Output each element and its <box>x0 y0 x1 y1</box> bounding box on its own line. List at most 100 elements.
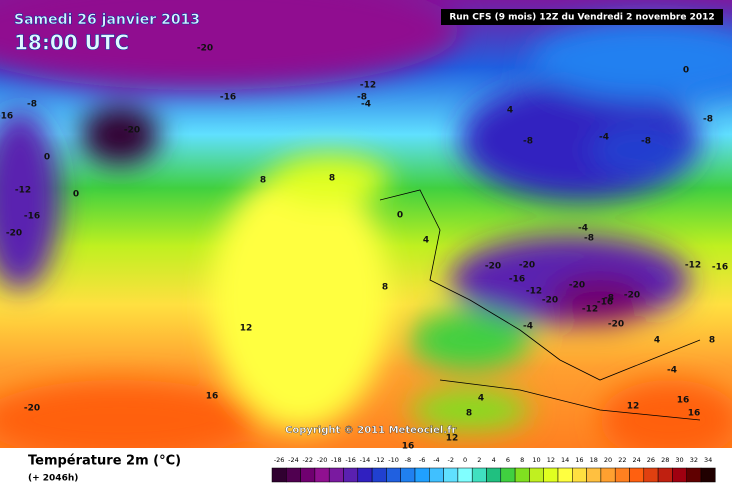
contour-label: -20 <box>124 126 140 136</box>
contour-label: -12 <box>526 287 542 297</box>
contour-label: -8 <box>523 137 533 147</box>
colorbar-swatch <box>557 467 573 483</box>
colorbar-label: -20 <box>317 456 328 464</box>
contour-label: 0 <box>73 190 79 200</box>
colorbar-label: 12 <box>547 456 555 464</box>
colorbar-swatch <box>586 467 602 483</box>
contour-label: 8 <box>260 176 266 186</box>
contour-label: 16 <box>402 442 415 452</box>
colorbar-label: 2 <box>477 456 481 464</box>
contour-label: 0 <box>397 211 403 221</box>
run-info: Run CFS (9 mois) 12Z du Vendredi 2 novem… <box>449 13 714 23</box>
copyright: Copyright © 2011 Meteociel.fr <box>285 425 456 436</box>
colorbar-label: 18 <box>590 456 598 464</box>
map-field <box>0 0 732 448</box>
colorbar-swatch <box>614 467 630 483</box>
contour-label: 4 <box>654 336 660 346</box>
colorbar-swatch <box>443 467 459 483</box>
colorbar-swatch <box>500 467 516 483</box>
contour-label: -8 <box>703 115 713 125</box>
contour-label: 4 <box>507 106 513 116</box>
colorbar-swatch <box>543 467 559 483</box>
contour-label: -12 <box>582 305 598 315</box>
colorbar-label: -4 <box>433 456 439 464</box>
colorbar-swatch <box>572 467 587 483</box>
contour-label: 8 <box>709 336 715 346</box>
colorbar-label: 24 <box>633 456 641 464</box>
colorbar-swatch <box>657 467 673 483</box>
colorbar-label: 16 <box>575 456 583 464</box>
colorbar-swatch <box>672 467 687 483</box>
colorbar-label: 0 <box>463 456 467 464</box>
contour-label: -16 <box>597 298 613 308</box>
contour-label: -12 <box>360 81 376 91</box>
colorbar-label: 26 <box>647 456 655 464</box>
contour-label: 16 <box>206 392 219 402</box>
contour-label: -16 <box>24 212 40 222</box>
contour-label: 4 <box>478 394 484 404</box>
colorbar-swatch <box>529 467 544 483</box>
contour-label: -4 <box>523 322 533 332</box>
colorbar-label: -8 <box>405 456 411 464</box>
contour-label: -12 <box>685 261 701 271</box>
colorbar-label: -16 <box>345 456 356 464</box>
colorbar-label: 4 <box>492 456 496 464</box>
colorbar-label: 10 <box>532 456 540 464</box>
contour-label: -16 <box>220 93 236 103</box>
colorbar-label: -12 <box>374 456 385 464</box>
colorbar-label: 28 <box>661 456 669 464</box>
contour-label: -4 <box>361 100 371 110</box>
colorbar-label: 14 <box>561 456 569 464</box>
contour-label: -20 <box>624 291 640 301</box>
contour-label: -20 <box>519 261 535 271</box>
colorbar-swatch <box>386 467 401 483</box>
contour-label: -8 <box>357 93 367 103</box>
footer-lead: (+ 2046h) <box>28 474 78 484</box>
colorbar-label: -24 <box>288 456 299 464</box>
colorbar-swatch <box>457 467 473 483</box>
contour-label: 8 <box>329 174 335 184</box>
colorbar-label: 8 <box>520 456 524 464</box>
contour-label: -20 <box>542 296 558 306</box>
contour-label: 16 <box>688 409 701 419</box>
contour-label: -8 <box>604 294 614 304</box>
colorbar-swatch <box>471 467 487 483</box>
footer-title: Température 2m (°C) <box>28 454 181 469</box>
contour-label: 4 <box>423 236 429 246</box>
colorbar-swatch <box>343 467 359 483</box>
colorbar-swatch <box>300 467 316 483</box>
contour-label: 12 <box>240 324 253 334</box>
run-box <box>441 9 723 25</box>
colorbar-swatch <box>600 467 616 483</box>
contour-label: -4 <box>667 366 677 376</box>
coastline <box>379 189 701 421</box>
colorbar-swatch <box>328 467 344 483</box>
colorbar-swatch <box>271 467 287 483</box>
colorbar-swatch <box>357 467 373 483</box>
contour-label: -4 <box>578 224 588 234</box>
colorbar-label: 20 <box>604 456 612 464</box>
colorbar-swatch <box>371 467 387 483</box>
contour-label: -16 <box>509 275 525 285</box>
colorbar-label: -6 <box>419 456 425 464</box>
contour-label: 12 <box>446 434 459 444</box>
colorbar-swatch <box>314 467 330 483</box>
colorbar-label: -18 <box>331 456 342 464</box>
colorbar-swatch <box>629 467 645 483</box>
colorbar-swatch <box>286 467 301 483</box>
contour-label: -8 <box>641 137 651 147</box>
colorbar-swatch <box>686 467 702 483</box>
contour-label: 8 <box>382 283 388 293</box>
colorbar-swatch <box>486 467 502 483</box>
contour-label: 0 <box>44 153 50 163</box>
contour-label: -20 <box>197 44 213 54</box>
colorbar-label: 32 <box>690 456 698 464</box>
colorbar-label: 6 <box>506 456 510 464</box>
contour-label: -16 <box>712 263 728 273</box>
colorbar-swatch <box>643 467 659 483</box>
contour-label: -8 <box>27 100 37 110</box>
contour-label: -8 <box>584 234 594 244</box>
contour-label: 8 <box>466 409 472 419</box>
colorbar-label: -10 <box>388 456 399 464</box>
